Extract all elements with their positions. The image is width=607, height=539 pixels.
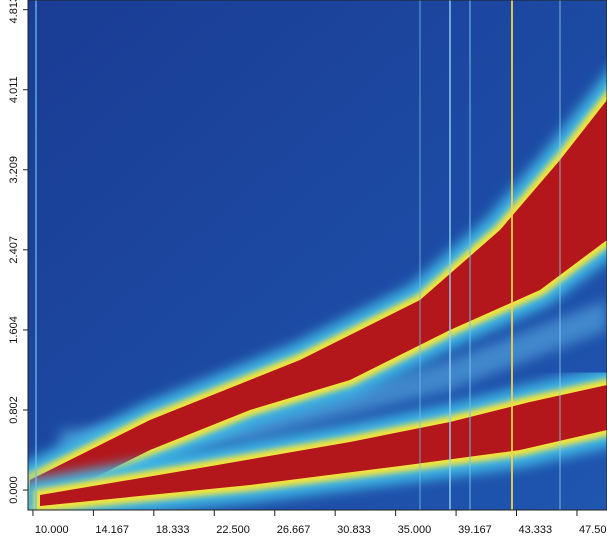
- y-tick-label: 4.011: [8, 76, 20, 103]
- x-tick-label: 35.000: [398, 524, 432, 536]
- x-tick-label: 30.833: [337, 524, 371, 536]
- y-tick-label: 1.604: [8, 316, 20, 344]
- y-tick-label: 3.209: [8, 156, 20, 184]
- y-tick-label: 0.802: [8, 396, 20, 424]
- x-tick-label: 10.000: [35, 524, 69, 536]
- y-tick-label: 4.813: [8, 0, 20, 23]
- x-tick-label: 47.500: [579, 524, 607, 536]
- y-tick-label: 2.407: [8, 236, 20, 264]
- x-tick-label: 22.500: [216, 524, 250, 536]
- x-tick-label: 14.167: [95, 524, 129, 536]
- x-tick-label: 18.333: [156, 524, 190, 536]
- x-tick-label: 39.167: [458, 524, 492, 536]
- x-tick-label: 43.333: [519, 524, 553, 536]
- x-tick-label: 26.667: [277, 524, 311, 536]
- chart: 0.000 0.802 1.604 2.407 3.209 4.011 4.813 10.00…: [0, 0, 607, 539]
- y-tick-label: 0.000: [8, 476, 20, 504]
- plot-area: [28, 0, 607, 510]
